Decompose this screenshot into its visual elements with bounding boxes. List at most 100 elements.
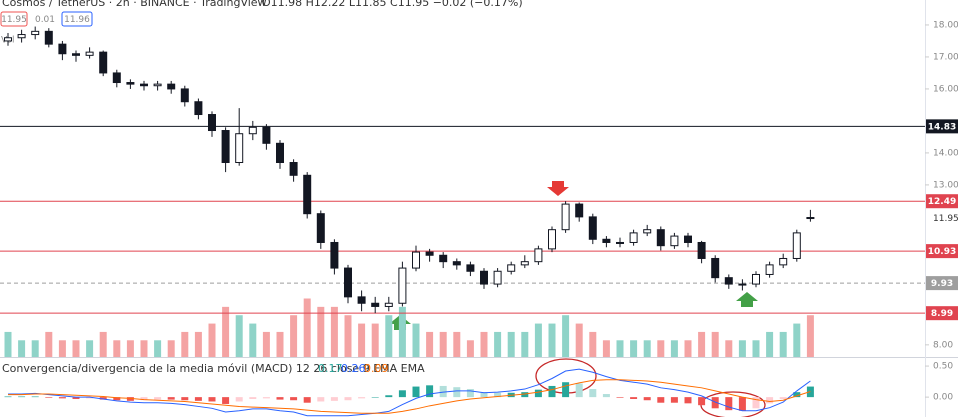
- candle-body: [724, 277, 733, 285]
- volume-bar: [507, 331, 515, 357]
- volume-bar: [317, 306, 325, 357]
- volume-bar: [521, 331, 529, 357]
- volume-bar: [698, 331, 706, 357]
- volume-bar: [99, 331, 107, 357]
- volume-bar: [466, 340, 474, 357]
- macd-histogram-bar: [358, 397, 366, 399]
- y-tick-label: 18.00: [933, 20, 958, 30]
- volume-bar: [766, 331, 774, 357]
- candle-body: [643, 229, 652, 234]
- volume-bar: [426, 331, 434, 357]
- macd-histogram-bar: [534, 389, 542, 398]
- volume-bar: [657, 340, 665, 357]
- volume-bar: [630, 340, 638, 357]
- candle-body: [656, 229, 665, 247]
- volume-bar: [562, 315, 570, 357]
- candle-body: [85, 51, 94, 56]
- macd-histogram-bar: [494, 392, 502, 398]
- macd-histogram-bar: [725, 397, 733, 411]
- level-label-box: [926, 306, 958, 321]
- level-label-box: [926, 119, 958, 134]
- macd-histogram-bar: [222, 397, 230, 404]
- candle-body: [58, 43, 67, 55]
- y-tick-label: 0.00: [933, 393, 953, 403]
- candle-body: [180, 88, 189, 103]
- macd-histogram-bar: [657, 397, 665, 403]
- ask-box[interactable]: [61, 11, 93, 27]
- candle-body: [765, 264, 774, 275]
- volume-bar: [113, 340, 121, 357]
- volume-bar: [303, 298, 311, 357]
- macd-histogram-bar: [262, 397, 270, 399]
- macd-histogram-bar: [602, 394, 610, 398]
- macd-histogram-bar: [466, 389, 474, 398]
- y-tick-label: 8.00: [933, 340, 953, 350]
- level-label-box: [926, 194, 958, 209]
- macd-histogram-bar: [235, 397, 243, 402]
- candle-body: [398, 267, 407, 304]
- macd-histogram-bar: [4, 396, 12, 398]
- macd-histogram-bar: [589, 389, 597, 398]
- macd-histogram-bar: [18, 396, 26, 398]
- macd-line: [8, 368, 811, 417]
- volume-bar: [548, 323, 556, 357]
- volume-bar: [684, 340, 692, 357]
- macd-histogram-bar: [371, 397, 379, 398]
- volume-bar: [738, 340, 746, 357]
- candle-body: [344, 267, 352, 298]
- indicator-legend: Convergencia/divergencia de la media móv…: [2, 362, 425, 375]
- macd-histogram-bar: [58, 397, 66, 399]
- candle-body: [371, 302, 380, 307]
- macd-histogram-bar: [99, 397, 107, 400]
- macd-histogram-bar: [793, 392, 801, 398]
- candle-body: [466, 264, 475, 272]
- volume-bar: [154, 340, 162, 357]
- candle-body: [357, 296, 366, 304]
- volume-bar: [398, 306, 406, 357]
- candle-body: [99, 51, 108, 74]
- macd-line: [8, 379, 811, 414]
- bid-box[interactable]: [0, 11, 28, 27]
- volume-bar: [262, 331, 270, 357]
- candle-body: [384, 302, 393, 307]
- volume-bar: [779, 331, 787, 357]
- candle-body: [262, 126, 271, 144]
- candle-body: [303, 174, 312, 215]
- macd-histogram-bar: [684, 397, 692, 404]
- level-label: 12.49: [928, 197, 956, 207]
- macd-histogram-bar: [181, 397, 189, 401]
- symbol-title: Cosmos / TetherUS · 2h · BINANCE · Tradi…: [2, 0, 267, 9]
- level-label: 9.93: [931, 279, 953, 289]
- macd-histogram-bar: [480, 392, 488, 398]
- macd-histogram-bar: [643, 397, 651, 401]
- candle-body: [806, 217, 815, 220]
- macd-histogram-bar: [698, 397, 706, 406]
- volume-bar: [18, 340, 26, 357]
- candle-body: [316, 213, 325, 243]
- candle-body: [276, 142, 284, 164]
- candle-body: [289, 162, 298, 176]
- macd-histogram-bar: [453, 387, 461, 398]
- volume-bar: [575, 323, 583, 357]
- candle-body: [17, 34, 26, 39]
- y-tick-label: 13.00: [933, 180, 958, 190]
- candle-body: [72, 53, 80, 56]
- volume-bar: [31, 340, 39, 357]
- candle-body: [153, 83, 162, 87]
- volume-bar: [643, 340, 651, 357]
- volume-bar: [249, 323, 257, 357]
- y-tick-label: 0.50: [933, 362, 953, 372]
- candle-body: [792, 232, 801, 259]
- macd-histogram-bar: [72, 397, 80, 399]
- candle-body: [44, 30, 53, 45]
- candle-body: [534, 248, 543, 263]
- macd-histogram-bar: [154, 397, 162, 400]
- volume-bar: [480, 331, 488, 357]
- candle-body: [738, 283, 747, 286]
- macd-histogram-bar: [385, 395, 393, 398]
- volume-bar: [290, 315, 298, 357]
- candle-body: [684, 235, 692, 243]
- volume-bar: [711, 331, 719, 357]
- candle-body: [711, 257, 720, 279]
- candle-body: [452, 261, 461, 266]
